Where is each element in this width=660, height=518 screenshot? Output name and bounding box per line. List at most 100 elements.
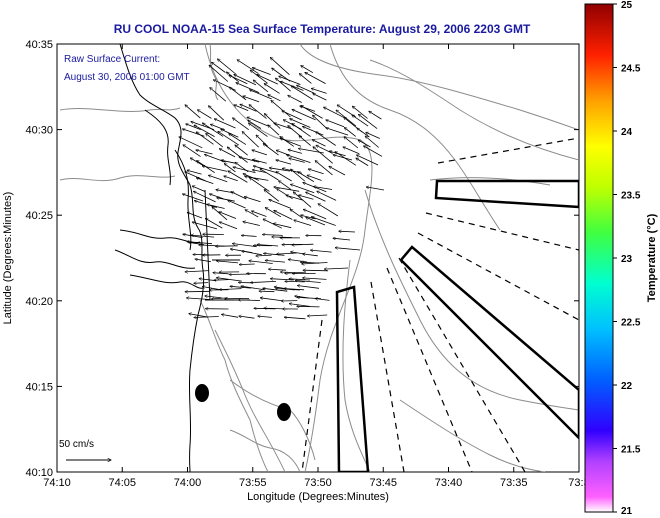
current-vector — [185, 105, 201, 119]
current-vector — [202, 166, 228, 172]
current-vector — [299, 195, 314, 200]
current-vector — [244, 197, 261, 203]
current-vector — [205, 296, 222, 299]
current-vector — [202, 287, 221, 291]
current-vector — [333, 238, 351, 241]
current-vector — [282, 111, 302, 121]
current-vector — [263, 288, 288, 292]
current-vector — [312, 140, 326, 147]
current-vector — [275, 78, 291, 92]
current-vector — [242, 132, 259, 148]
current-vector — [249, 123, 268, 137]
current-vector — [344, 117, 363, 133]
current-vector — [317, 191, 337, 201]
current-vector — [285, 281, 305, 282]
current-vector — [222, 314, 239, 318]
current-vector — [358, 140, 371, 148]
current-vector — [280, 138, 302, 147]
current-vector — [268, 95, 281, 102]
y-tick-label: 40:25 — [25, 210, 53, 222]
current-vector — [303, 209, 327, 220]
current-vector — [252, 150, 268, 156]
current-vector — [297, 85, 315, 94]
current-vector — [274, 210, 293, 220]
current-vector — [219, 149, 236, 158]
current-vector — [301, 106, 323, 119]
current-vector — [253, 160, 267, 164]
current-vector — [259, 291, 275, 292]
current-vector — [207, 204, 225, 209]
x-tick-label: 73:55 — [239, 477, 267, 489]
current-vector — [217, 198, 235, 202]
current-vector — [210, 88, 227, 102]
colorbar-tick-label: 21.5 — [621, 445, 641, 456]
current-vector — [316, 132, 336, 146]
x-tick-label: 74:05 — [108, 477, 136, 489]
current-vector — [252, 68, 271, 75]
vector-scale-label: 50 cm/s — [59, 439, 94, 450]
current-vector — [289, 279, 311, 280]
current-vector — [264, 84, 280, 94]
current-vector — [206, 133, 224, 148]
current-vector — [313, 93, 327, 101]
colorbar-tick-label: 24 — [621, 127, 633, 138]
current-vector — [253, 166, 278, 174]
current-vector — [217, 261, 239, 264]
current-vector — [236, 83, 260, 93]
current-vector — [219, 222, 238, 230]
current-vector — [329, 166, 346, 176]
current-vector — [186, 298, 210, 300]
current-vector — [292, 123, 311, 137]
x-axis: 74:10 74:05 74:00 73:55 73:50 73:45 73:40 73:35… — [43, 44, 590, 489]
current-vector — [306, 217, 326, 226]
current-vector — [228, 171, 248, 183]
current-vector — [187, 242, 213, 245]
current-vector — [217, 59, 236, 75]
current-vector — [313, 147, 333, 164]
current-vector — [307, 175, 322, 181]
colorbar-tick-label: 23.5 — [621, 191, 641, 202]
current-vector — [297, 306, 320, 307]
current-vector — [192, 186, 206, 192]
x-axis-label: Longitude (Degrees:Minutes) — [247, 491, 389, 503]
current-vector — [276, 289, 301, 291]
current-vector — [187, 170, 202, 175]
current-vector — [228, 200, 246, 209]
current-vector — [292, 109, 316, 121]
current-vector — [214, 119, 236, 129]
current-vector — [358, 114, 378, 129]
y-tick-label: 40:35 — [25, 39, 53, 51]
current-vector — [305, 72, 326, 84]
current-vector — [315, 161, 333, 176]
current-vector — [211, 62, 226, 73]
current-vector — [249, 261, 273, 264]
current-vector — [233, 118, 249, 131]
current-vector — [285, 272, 307, 273]
current-vector — [186, 124, 201, 130]
current-vector — [195, 259, 211, 263]
surface-current-vectors — [179, 57, 385, 320]
y-axis: 40:35 40:30 40:25 40:20 40:15 40:10 — [25, 39, 579, 479]
current-vector — [291, 184, 315, 194]
current-vector — [219, 212, 237, 219]
current-vector — [344, 137, 359, 149]
current-vector — [192, 222, 218, 230]
current-vector — [315, 299, 330, 301]
current-vector — [260, 169, 279, 181]
current-vector — [288, 95, 302, 103]
current-vector — [303, 254, 318, 257]
current-vector — [313, 115, 328, 129]
x-tick-label: 73:40 — [435, 477, 463, 489]
current-vector — [287, 155, 311, 163]
current-vector — [243, 222, 260, 226]
current-vector — [237, 60, 259, 74]
current-vector — [183, 145, 201, 157]
current-vector — [364, 146, 383, 157]
shipping-lanes — [301, 137, 579, 472]
current-vector — [194, 283, 209, 284]
current-vector — [295, 280, 321, 283]
current-vector — [249, 105, 267, 119]
current-vector — [298, 172, 315, 182]
current-vector — [264, 190, 280, 202]
